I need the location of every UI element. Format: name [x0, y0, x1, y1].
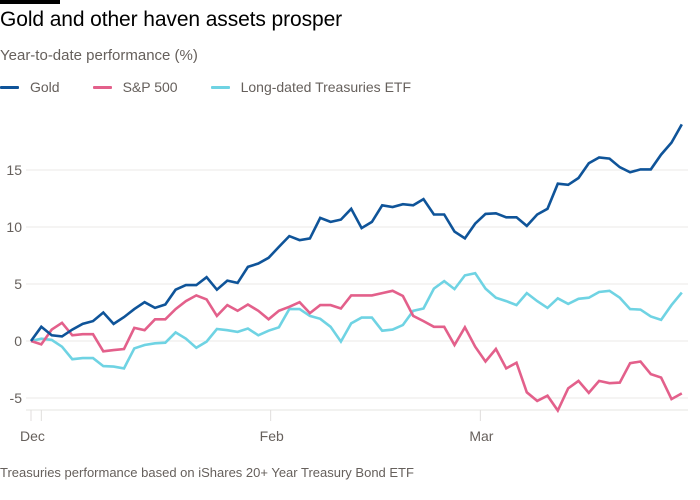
y-tick-label: 10	[6, 219, 22, 235]
y-tick-label: -5	[10, 390, 23, 406]
y-tick-label: 5	[14, 276, 22, 292]
y-tick-label: 15	[6, 162, 22, 178]
y-tick-label: 0	[14, 333, 22, 349]
chart-title: Gold and other haven assets prosper	[0, 8, 343, 31]
footnote: Treasuries performance based on iShares …	[0, 465, 414, 480]
legend-label-sp500: S&P 500	[122, 79, 178, 95]
legend-swatch-gold	[0, 85, 19, 89]
brand-bar	[0, 0, 60, 4]
y-axis-ticks: 15 10 5 0 -5	[6, 162, 22, 406]
legend-label-treasuries: Long-dated Treasuries ETF	[240, 79, 412, 95]
x-tick-label: Dec	[20, 428, 45, 444]
series-line-s-p-500	[30, 289, 683, 414]
legend-swatch-treasuries	[210, 85, 230, 89]
x-axis: Dec Feb Mar	[20, 409, 688, 444]
legend-item-sp500: S&P 500	[92, 79, 178, 95]
series-lines	[29, 123, 683, 414]
series-line-gold	[29, 123, 683, 342]
legend-label-gold: Gold	[30, 79, 60, 95]
series-line-long-dated-treasuries-etf	[30, 271, 683, 370]
legend: Gold S&P 500 Long-dated Treasuries ETF	[0, 79, 444, 95]
x-tick-label: Mar	[469, 428, 493, 444]
chart-subtitle: Year-to-date performance (%)	[0, 47, 198, 64]
line-chart: 15 10 5 0 -5 Dec Feb Mar	[6, 123, 688, 444]
x-tick-label: Feb	[260, 428, 284, 444]
legend-swatch-sp500	[92, 85, 112, 89]
legend-item-treasuries: Long-dated Treasuries ETF	[210, 79, 412, 95]
gridlines	[26, 169, 688, 399]
legend-item-gold: Gold	[0, 79, 60, 95]
